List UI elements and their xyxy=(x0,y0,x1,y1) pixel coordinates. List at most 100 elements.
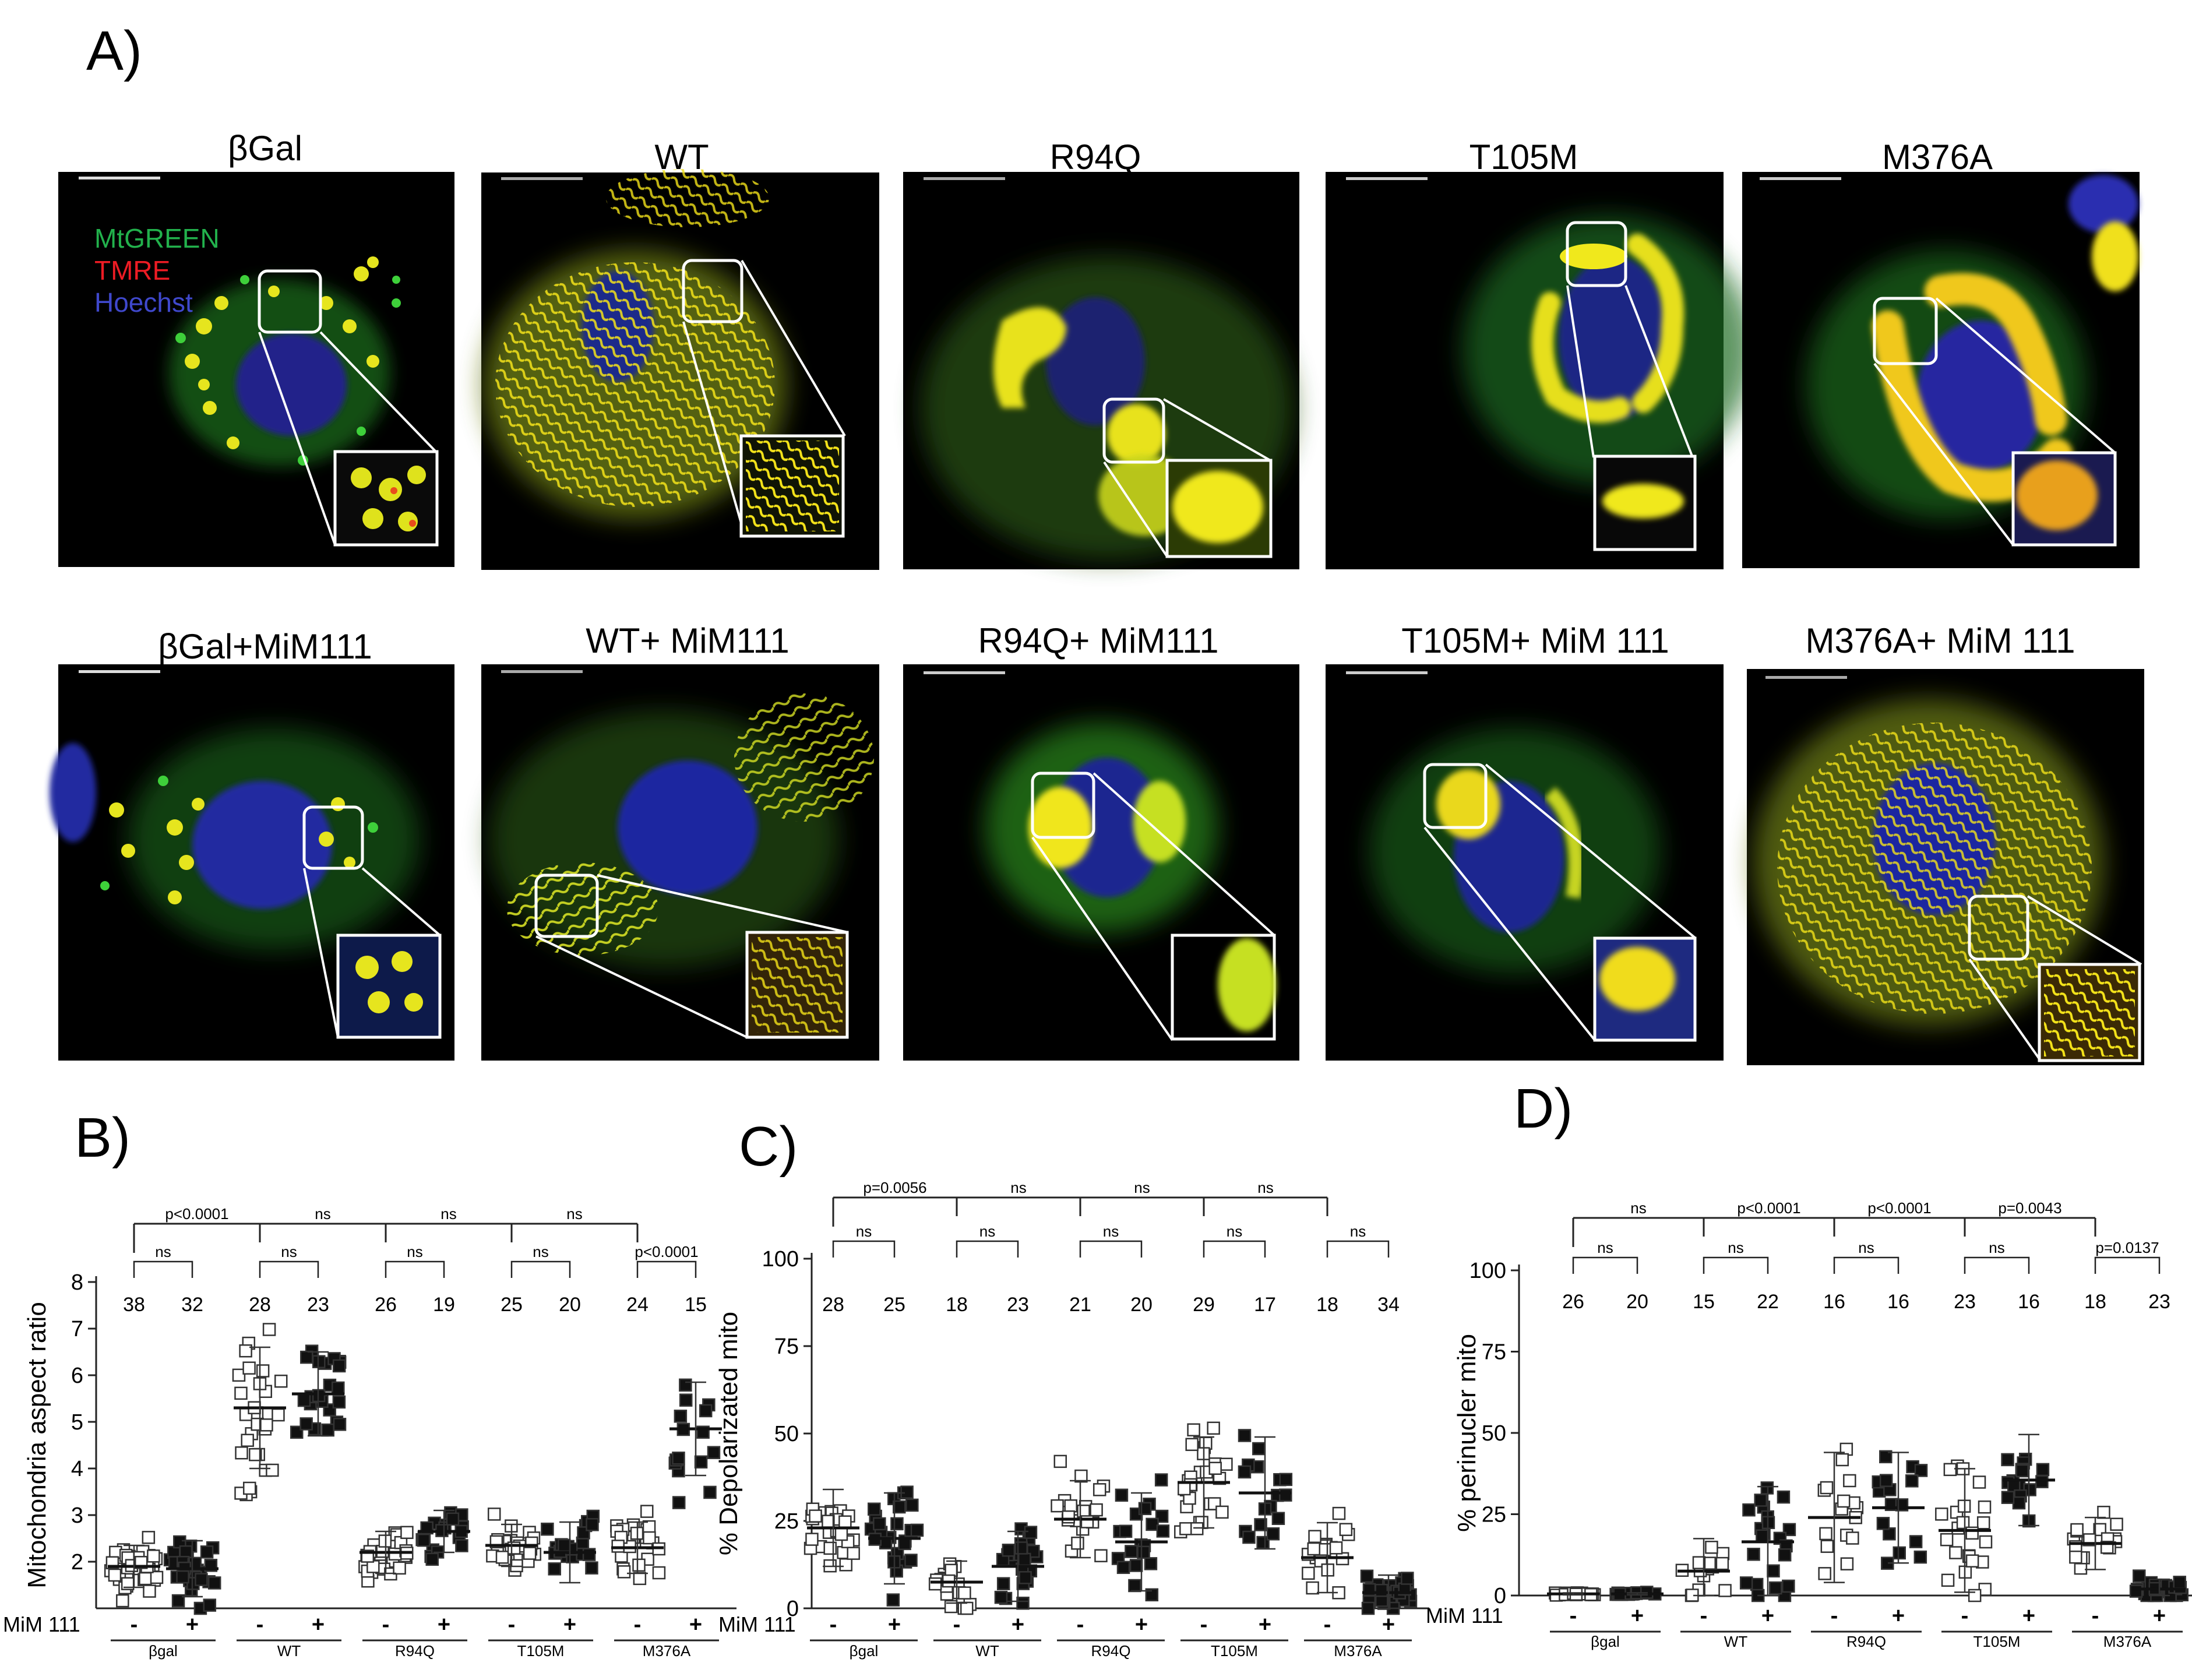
top-significance: p=0.0056 xyxy=(863,1179,926,1196)
data-point xyxy=(1879,1450,1893,1464)
data-point xyxy=(1692,1556,1706,1569)
data-point xyxy=(2173,1576,2186,1589)
group-label: R94Q xyxy=(1091,1642,1131,1660)
data-point xyxy=(1179,1522,1193,1535)
data-point xyxy=(1979,1535,1993,1549)
data-point xyxy=(2133,1569,2146,1583)
data-point xyxy=(1965,1554,1979,1568)
data-point xyxy=(171,1594,185,1608)
data-point xyxy=(290,1425,304,1439)
data-point xyxy=(632,1558,646,1572)
data-point xyxy=(890,1517,904,1531)
n-count-label: 25 xyxy=(501,1294,523,1316)
data-point xyxy=(2001,1491,2015,1504)
data-point xyxy=(425,1552,439,1566)
pair-significance: ns xyxy=(1858,1239,1874,1256)
image-title-wt-mim111: WT+ MiM111 xyxy=(586,621,789,660)
data-point xyxy=(1820,1481,1834,1495)
data-point xyxy=(1837,1494,1851,1508)
data-point xyxy=(643,1531,656,1545)
data-point xyxy=(873,1517,886,1531)
data-point xyxy=(958,1586,971,1600)
plus-sign: + xyxy=(1135,1612,1148,1637)
data-point xyxy=(1317,1543,1331,1556)
data-point xyxy=(1767,1564,1780,1578)
n-count-label: 28 xyxy=(822,1294,844,1316)
data-point xyxy=(1756,1529,1769,1542)
data-point xyxy=(234,1386,248,1400)
data-point xyxy=(321,1423,334,1437)
data-point xyxy=(945,1563,958,1577)
data-point xyxy=(1242,1530,1256,1544)
y-tick-label: 100 xyxy=(1469,1259,1506,1283)
image-title-t105m-mim111: T105M+ MiM 111 xyxy=(1401,621,1669,660)
n-count-label: 18 xyxy=(946,1294,968,1316)
data-point xyxy=(200,1545,214,1559)
y-tick-label: 3 xyxy=(71,1503,83,1528)
data-point xyxy=(1302,1566,1315,1580)
pair-bracket xyxy=(1326,1240,1390,1258)
minus-sign: - xyxy=(508,1612,516,1637)
image-title-m376a-mim111: M376A+ MiM 111 xyxy=(1806,621,2075,660)
data-point xyxy=(523,1547,537,1560)
data-point xyxy=(417,1533,431,1547)
data-point xyxy=(299,1417,313,1431)
n-count-label: 22 xyxy=(1757,1291,1779,1313)
data-point xyxy=(1207,1421,1220,1435)
data-point xyxy=(1279,1473,1293,1487)
treatment-label: MiM 111 xyxy=(3,1612,80,1636)
data-point xyxy=(960,1601,974,1615)
data-point xyxy=(904,1554,918,1567)
treatment-label: MiM 111 xyxy=(718,1612,796,1636)
data-point xyxy=(557,1538,571,1552)
data-point xyxy=(1893,1546,1906,1560)
y-tick-label: 4 xyxy=(71,1457,83,1481)
data-point xyxy=(1913,1550,1927,1564)
data-point xyxy=(1914,1464,1928,1477)
n-count-label: 18 xyxy=(1316,1294,1338,1316)
group-label: M376A xyxy=(2103,1633,2152,1650)
data-point xyxy=(1071,1536,1084,1550)
data-point xyxy=(823,1541,837,1555)
minus-sign: - xyxy=(953,1612,961,1637)
y-tick-label: 50 xyxy=(1482,1421,1506,1446)
data-point xyxy=(805,1533,819,1546)
data-point xyxy=(176,1570,189,1584)
y-tick-label: 8 xyxy=(71,1270,83,1295)
plus-sign: + xyxy=(186,1612,199,1637)
data-point xyxy=(1718,1584,1732,1597)
n-count-label: 38 xyxy=(123,1294,145,1316)
data-point xyxy=(2015,1464,2029,1478)
y-tick-label: 100 xyxy=(762,1247,799,1272)
data-point xyxy=(1128,1579,1141,1593)
group-label: M376A xyxy=(1334,1642,1382,1660)
plus-sign: + xyxy=(1012,1612,1024,1637)
data-point xyxy=(203,1598,217,1612)
data-point xyxy=(838,1515,852,1528)
y-axis-label: % perinucler mito xyxy=(1453,1334,1481,1532)
data-point xyxy=(1777,1490,1791,1504)
data-point xyxy=(1782,1579,1795,1593)
data-point xyxy=(1972,1475,1986,1489)
n-count-label: 29 xyxy=(1193,1294,1215,1316)
data-point xyxy=(195,1573,208,1586)
pair-significance: ns xyxy=(1597,1239,1613,1256)
data-point xyxy=(1818,1567,1831,1580)
pair-bracket xyxy=(1964,1256,2030,1274)
data-point xyxy=(1819,1527,1832,1541)
y-tick-label: 7 xyxy=(71,1317,83,1341)
data-point xyxy=(272,1408,285,1422)
group-label: WT xyxy=(277,1642,301,1660)
data-point xyxy=(297,1393,311,1407)
data-point xyxy=(892,1500,906,1514)
y-tick-label: 50 xyxy=(774,1422,799,1446)
data-point xyxy=(1019,1571,1032,1584)
data-point xyxy=(243,1481,256,1495)
data-point xyxy=(388,1547,402,1561)
data-point xyxy=(1754,1494,1767,1507)
data-point xyxy=(487,1508,501,1521)
data-point xyxy=(266,1463,279,1477)
panel-label-a: A) xyxy=(86,20,142,82)
n-count-label: 19 xyxy=(433,1294,455,1316)
